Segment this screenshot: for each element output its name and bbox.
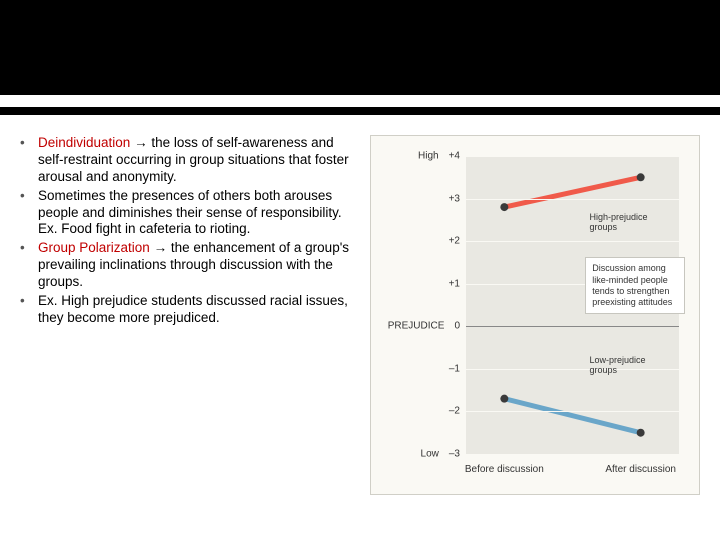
term: Group Polarization [38, 240, 150, 255]
bullet-rest: Sometimes the presences of others both a… [38, 188, 342, 237]
term: Deindividuation [38, 135, 130, 150]
title-band [0, 0, 720, 115]
y-tick-label: +1 [449, 278, 466, 289]
slide-body: •Deindividuation → the loss of self-awar… [0, 115, 720, 505]
annotation-box: Discussion among like-minded people tend… [585, 257, 685, 314]
bullet-marker: • [20, 240, 38, 291]
arrow-icon: → [150, 240, 171, 255]
y-tick-value: +4 [449, 151, 460, 162]
y-tick-label: +3 [449, 193, 466, 204]
bullet-text: Group Polarization → the enhancement of … [38, 240, 360, 291]
series-label: Low-prejudicegroups [590, 356, 646, 376]
gridline [466, 326, 679, 327]
x-tick-label: Before discussion [465, 454, 544, 475]
y-tick-prefix: High [418, 151, 439, 162]
y-tick-value: –2 [449, 406, 460, 417]
bullet-item: •Deindividuation → the loss of self-awar… [20, 135, 360, 186]
series-marker [500, 203, 508, 211]
y-tick-value: 0 [454, 321, 460, 332]
series-line [504, 177, 640, 207]
bullet-rest: Ex. High prejudice students discussed ra… [38, 293, 348, 325]
y-tick-value: –3 [449, 449, 460, 460]
series-label: High-prejudicegroups [590, 213, 648, 233]
y-tick-value: –1 [449, 363, 460, 374]
y-tick-label: +2 [449, 236, 466, 247]
bullet-marker: • [20, 293, 38, 327]
bullet-marker: • [20, 188, 38, 239]
gridline [466, 199, 679, 200]
series-marker [637, 429, 645, 437]
y-tick-prefix: Low [421, 449, 439, 460]
bullet-text: Sometimes the presences of others both a… [38, 188, 360, 239]
bullet-item: •Sometimes the presences of others both … [20, 188, 360, 239]
plot-area: High+4+3+2+1PREJUDICE0–1–2Low–3Before di… [466, 156, 679, 454]
y-tick-label: –2 [449, 406, 466, 417]
y-tick-label: –1 [449, 363, 466, 374]
bullet-item: •Group Polarization → the enhancement of… [20, 240, 360, 291]
bullet-list: •Deindividuation → the loss of self-awar… [20, 135, 360, 495]
x-tick-label: After discussion [605, 454, 676, 475]
title-underline [0, 95, 720, 107]
series-marker [637, 173, 645, 181]
y-tick-value: +1 [449, 278, 460, 289]
series-line [504, 399, 640, 433]
y-tick-label: Low –3 [421, 449, 466, 460]
arrow-icon: → [130, 135, 151, 150]
bullet-text: Deindividuation → the loss of self-aware… [38, 135, 360, 186]
bullet-item: •Ex. High prejudice students discussed r… [20, 293, 360, 327]
y-tick-prefix: PREJUDICE [388, 321, 445, 332]
gridline [466, 369, 679, 370]
y-tick-label: High +4 [418, 151, 466, 162]
gridline [466, 156, 679, 157]
bullet-text: Ex. High prejudice students discussed ra… [38, 293, 360, 327]
y-tick-value: +2 [449, 236, 460, 247]
gridline [466, 411, 679, 412]
polarization-chart: High +4 +3 +2 +1 PREJUDICE 0 –1 –2 Low –3 Before di… [370, 135, 700, 495]
bullet-marker: • [20, 135, 38, 186]
gridline [466, 241, 679, 242]
y-tick-value: +3 [449, 193, 460, 204]
y-tick-label: PREJUDICE 0 [388, 321, 466, 332]
series-marker [500, 395, 508, 403]
